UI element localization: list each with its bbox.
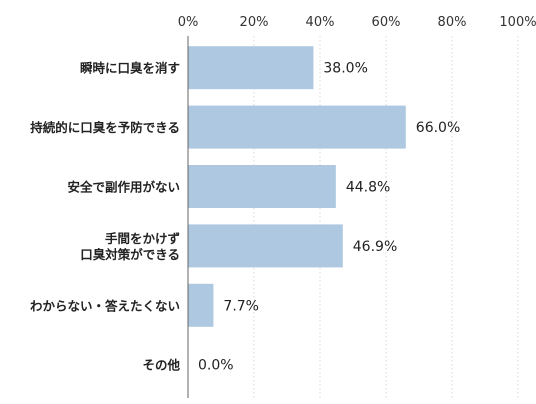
x-tick-label: 20% bbox=[240, 15, 269, 30]
value-label: 38.0% bbox=[323, 61, 367, 77]
category-label: 手間をかけず bbox=[105, 231, 181, 246]
x-tick-label: 60% bbox=[372, 15, 401, 30]
category-label: 持続的に口臭を予防できる bbox=[30, 120, 180, 135]
value-label: 44.8% bbox=[346, 180, 390, 196]
category-label: 瞬時に口臭を消す bbox=[80, 61, 180, 76]
x-tick-label: 80% bbox=[438, 15, 467, 30]
value-label: 7.7% bbox=[223, 298, 259, 314]
value-labels: 38.0% 66.0% 44.8% 46.9% 7.7% 0.0% bbox=[198, 61, 460, 374]
bars bbox=[188, 46, 406, 327]
x-axis-ticks: 0% 20% 40% 60% 80% 100% bbox=[178, 15, 536, 30]
category-label: 安全で副作用がない bbox=[67, 180, 180, 195]
bar bbox=[188, 46, 314, 90]
category-label: わからない・答えたくない bbox=[30, 298, 180, 313]
value-label: 66.0% bbox=[416, 120, 460, 136]
x-tick-label: 40% bbox=[306, 15, 335, 30]
grid-lines bbox=[253, 36, 519, 398]
x-tick-label: 0% bbox=[178, 15, 199, 30]
bar bbox=[188, 105, 406, 149]
bar bbox=[188, 224, 343, 268]
category-label: その他 bbox=[142, 358, 180, 373]
value-label: 0.0% bbox=[198, 358, 234, 374]
category-labels: 瞬時に口臭を消す持続的に口臭を予防できる安全で副作用がない手間をかけず口臭対策が… bbox=[30, 61, 181, 373]
bar bbox=[188, 283, 214, 327]
value-label: 46.9% bbox=[353, 239, 397, 255]
x-tick-label: 100% bbox=[499, 15, 536, 30]
category-label: 口臭対策ができる bbox=[80, 247, 180, 262]
bar bbox=[188, 165, 336, 208]
